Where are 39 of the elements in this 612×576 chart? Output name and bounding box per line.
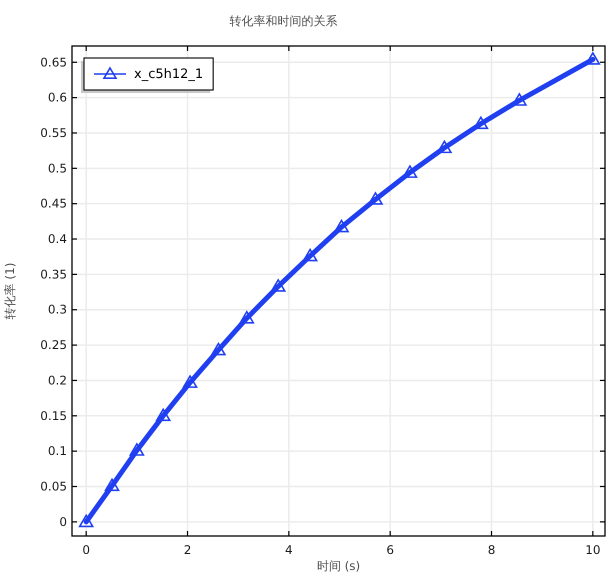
point [368, 192, 383, 205]
point [239, 310, 254, 324]
x-tick-label: 4 [285, 543, 293, 557]
x-tick-label: 0 [82, 543, 90, 557]
y-tick-label: 0.6 [48, 90, 67, 105]
point [402, 165, 418, 178]
y-tick-label: 0 [59, 514, 67, 529]
y-tick-label: 0.45 [40, 196, 67, 211]
x-tick-label: 8 [488, 543, 496, 557]
point [211, 342, 226, 356]
xlabel: 时间 (s) [316, 559, 360, 573]
point [156, 408, 170, 422]
y-tick-label: 0.25 [40, 338, 67, 352]
point [302, 248, 318, 262]
y-tick-label: 0.1 [48, 444, 67, 458]
point [474, 116, 488, 130]
x-tick-label: 10 [585, 543, 600, 557]
y-tick-label: 0.05 [40, 480, 67, 494]
point [270, 279, 286, 292]
title: 转化率和时间的关系 [230, 14, 338, 28]
y-tick-label: 0.4 [48, 232, 67, 246]
legend: x_c5h12_1 [81, 57, 214, 93]
point [78, 514, 94, 528]
point [334, 220, 349, 232]
y-tick-label: 0.5 [48, 161, 67, 176]
y-tick-label: 0.35 [40, 267, 67, 282]
y-tick-label: 0.3 [48, 302, 67, 317]
point [130, 443, 144, 456]
y-tick-label: 0.15 [40, 408, 67, 423]
x-tick-label: 6 [386, 543, 394, 557]
y-tick-label: 0.55 [40, 126, 67, 140]
point [182, 375, 198, 388]
y-tick-label: 0.2 [48, 373, 67, 388]
x-tick-label: 2 [184, 543, 192, 557]
ylabel: 转化率 (1) [3, 262, 17, 320]
y-tick-label: 0.65 [40, 55, 67, 70]
point [104, 478, 120, 492]
legend-label: x_c5h12_1 [134, 66, 204, 82]
point [437, 140, 452, 154]
